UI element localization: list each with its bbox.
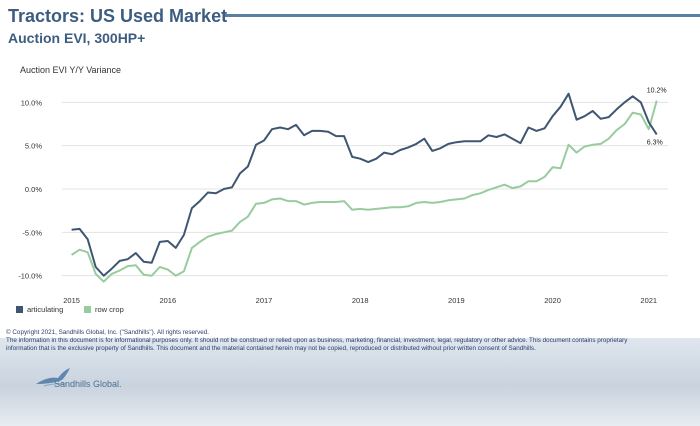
legend-label: articulating	[27, 305, 63, 314]
x-tick-label: 2021	[640, 296, 657, 305]
legend-swatch	[16, 306, 23, 313]
x-axis-ticks: 2015 2016 2017 2018 2019 2020 2021	[63, 296, 657, 305]
x-tick-label: 2016	[159, 296, 176, 305]
y-axis-ticks: 10.0% 5.0% 0.0% -5.0% -10.0%	[18, 98, 42, 280]
y-tick-label: 0.0%	[25, 185, 42, 194]
legend-label: row crop	[95, 305, 124, 314]
y-tick-label: -10.0%	[18, 272, 42, 281]
x-tick-label: 2017	[256, 296, 273, 305]
sandhills-logo-icon	[36, 368, 70, 387]
line-chart: Auction EVI Y/Y Variance 10.0% 5.0% 0.0% -5…	[16, 65, 668, 314]
disclaimer-line-1: The information in this document is for …	[6, 337, 628, 344]
page-subtitle: Auction EVI, 300HP+	[8, 30, 146, 46]
series-line-articulating	[71, 92, 658, 277]
y-tick-label: -5.0%	[22, 228, 42, 237]
series-line-row-crop	[71, 100, 658, 283]
data-label: 6.3%	[647, 139, 663, 146]
logo-text: Sandhills Global.	[54, 379, 122, 389]
legend-swatch	[84, 306, 91, 313]
disclaimer-line-2: information that is the exclusive proper…	[6, 345, 536, 352]
x-tick-label: 2015	[63, 296, 80, 305]
x-tick-label: 2018	[352, 296, 369, 305]
copyright-text: © Copyright 2021, Sandhills Global, Inc.…	[6, 329, 210, 336]
page-title: Tractors: US Used Market	[8, 6, 228, 26]
y-tick-label: 5.0%	[25, 142, 42, 151]
data-label: 10.2%	[647, 88, 667, 95]
annotations: 10.2% 6.3%	[647, 88, 667, 147]
series-lines	[71, 92, 658, 283]
footer-background	[0, 338, 700, 426]
legend: articulating row crop	[16, 305, 124, 314]
x-tick-label: 2020	[544, 296, 561, 305]
gridlines	[62, 101, 668, 277]
chart-title: Auction EVI Y/Y Variance	[20, 65, 121, 75]
y-tick-label: 10.0%	[21, 98, 43, 107]
x-tick-label: 2019	[448, 296, 465, 305]
